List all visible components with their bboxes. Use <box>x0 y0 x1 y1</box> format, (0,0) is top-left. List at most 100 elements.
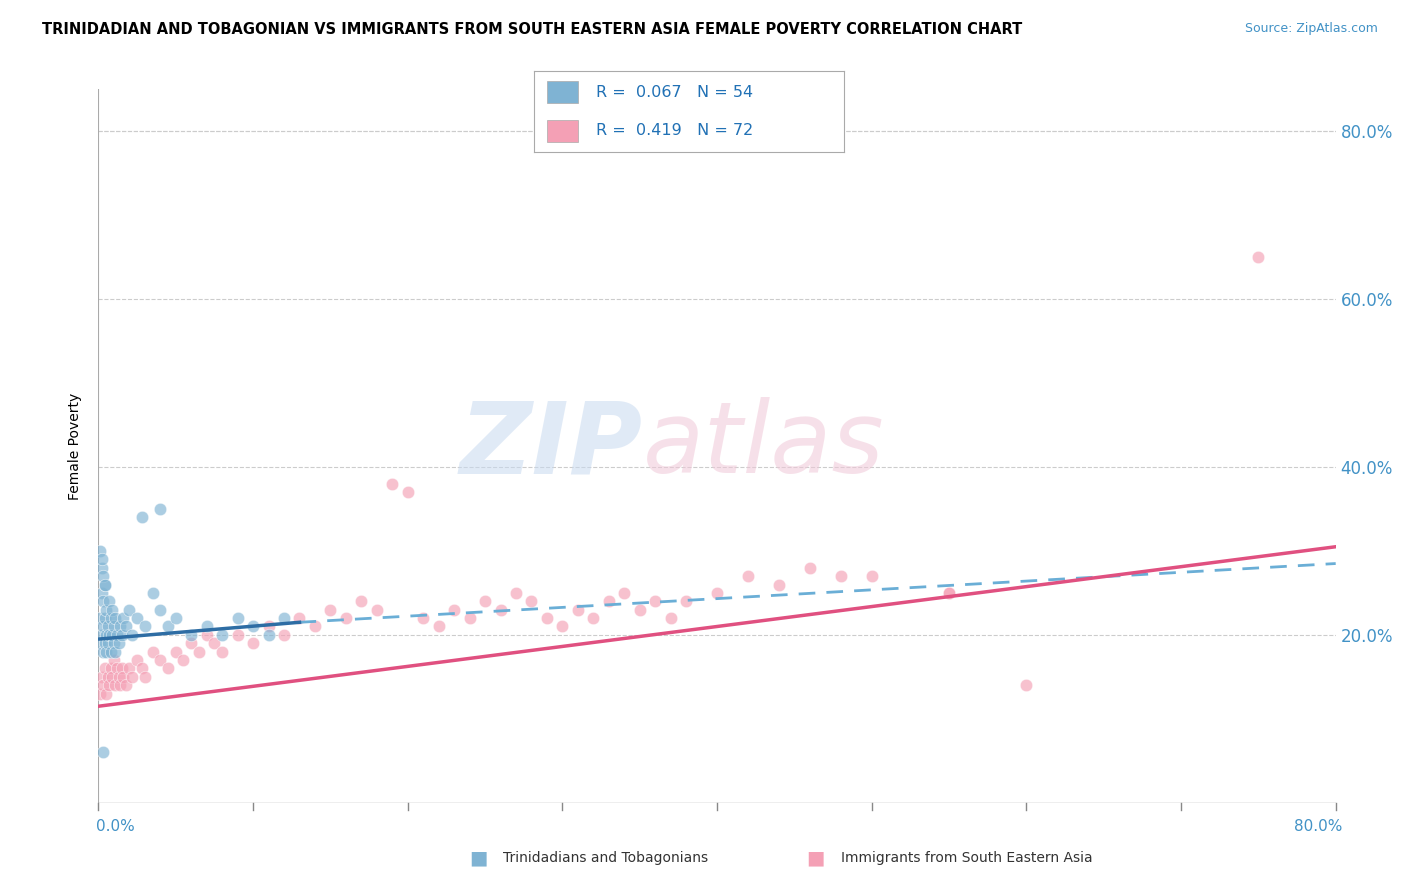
Point <box>180 636 202 650</box>
Text: 0.0%: 0.0% <box>96 820 135 834</box>
Point <box>489 603 512 617</box>
Point <box>288 611 311 625</box>
Point <box>613 586 636 600</box>
Point <box>100 611 122 625</box>
Point <box>91 569 114 583</box>
Point <box>105 661 128 675</box>
Point <box>149 502 172 516</box>
Point <box>938 586 960 600</box>
Point <box>458 611 481 625</box>
Point <box>242 619 264 633</box>
Point <box>644 594 666 608</box>
Point <box>90 586 112 600</box>
Point <box>96 687 118 701</box>
Point <box>134 619 156 633</box>
Point <box>860 569 883 583</box>
Point <box>195 619 218 633</box>
Point <box>1015 678 1038 692</box>
Point <box>273 628 295 642</box>
Point <box>108 678 131 692</box>
Point <box>98 678 121 692</box>
Point <box>304 619 326 633</box>
Point <box>105 628 128 642</box>
Text: ■: ■ <box>806 848 825 868</box>
Point <box>134 670 156 684</box>
Point <box>149 603 172 617</box>
Point <box>273 611 295 625</box>
Text: Immigrants from South Eastern Asia: Immigrants from South Eastern Asia <box>841 851 1092 865</box>
Point <box>474 594 496 608</box>
Point <box>188 645 211 659</box>
Point <box>427 619 450 633</box>
Point <box>96 645 118 659</box>
Bar <box>547 81 578 103</box>
Point <box>97 670 120 684</box>
Point <box>737 569 759 583</box>
Point <box>91 746 114 760</box>
Point <box>90 628 112 642</box>
Point <box>115 678 138 692</box>
Point <box>89 611 111 625</box>
Point <box>381 476 404 491</box>
Point <box>96 603 118 617</box>
Point <box>131 661 153 675</box>
Point <box>121 670 143 684</box>
Point <box>107 636 129 650</box>
Point <box>706 586 728 600</box>
Point <box>112 611 135 625</box>
Point <box>108 619 131 633</box>
Point <box>1247 250 1270 264</box>
Point <box>90 552 112 566</box>
Point <box>101 670 124 684</box>
Point <box>93 661 115 675</box>
Point <box>103 619 125 633</box>
Point <box>111 661 134 675</box>
Point <box>335 611 357 625</box>
Point <box>226 628 249 642</box>
Point <box>242 636 264 650</box>
Point <box>103 653 125 667</box>
Point <box>257 628 280 642</box>
Point <box>366 603 388 617</box>
Point <box>104 611 127 625</box>
Point <box>536 611 558 625</box>
Point <box>127 653 149 667</box>
Point <box>89 687 111 701</box>
Point <box>675 594 697 608</box>
Point <box>91 678 114 692</box>
Point <box>149 653 172 667</box>
Text: Trinidadians and Tobagonians: Trinidadians and Tobagonians <box>503 851 709 865</box>
Point <box>93 636 115 650</box>
Point <box>100 645 122 659</box>
Point <box>98 594 121 608</box>
Point <box>520 594 543 608</box>
Point <box>127 611 149 625</box>
Point <box>830 569 852 583</box>
Point <box>204 636 226 650</box>
Point <box>551 619 574 633</box>
Point <box>211 628 233 642</box>
Point <box>96 628 118 642</box>
Point <box>180 628 202 642</box>
Point <box>257 619 280 633</box>
Point <box>628 603 651 617</box>
Point <box>93 611 115 625</box>
Point <box>101 603 124 617</box>
Point <box>107 670 129 684</box>
Point <box>91 619 114 633</box>
Point <box>165 611 187 625</box>
Text: ■: ■ <box>468 848 488 868</box>
Point <box>90 670 112 684</box>
Point <box>396 485 419 500</box>
Text: R =  0.067   N = 54: R = 0.067 N = 54 <box>596 85 754 100</box>
Point <box>90 560 112 574</box>
Point <box>101 628 124 642</box>
Point <box>165 645 187 659</box>
Point <box>799 560 821 574</box>
Point <box>112 670 135 684</box>
Point <box>567 603 589 617</box>
Point <box>91 645 114 659</box>
Point <box>211 645 233 659</box>
Text: atlas: atlas <box>643 398 884 494</box>
Point <box>226 611 249 625</box>
